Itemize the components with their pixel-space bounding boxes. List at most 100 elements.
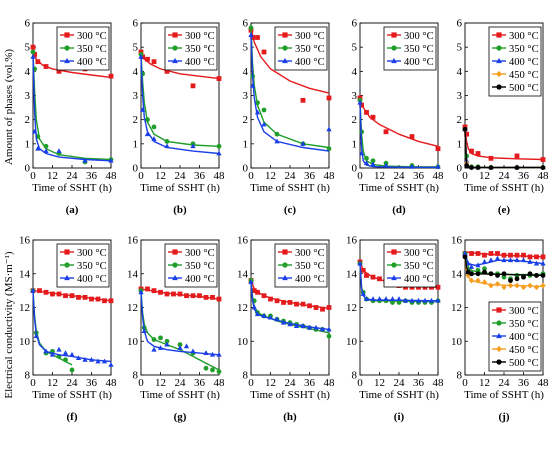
data-point (488, 271, 494, 277)
data-point (210, 294, 215, 300)
data-point (203, 365, 209, 371)
data-point (248, 25, 254, 31)
y-tick-label: 14 (19, 268, 31, 280)
y-tick-label: 10 (19, 336, 31, 348)
fit-line (250, 32, 330, 152)
legend-marker (391, 249, 397, 255)
x-tick-label: 48 (433, 170, 445, 182)
y-tick-label: 16 (451, 235, 463, 247)
data-point (138, 49, 144, 55)
legend-marker (172, 249, 178, 255)
data-point (488, 165, 494, 170)
y-tick-label: 16 (19, 235, 31, 247)
series-500 (462, 254, 546, 283)
y-tick-label: 1 (243, 138, 249, 150)
data-point (326, 126, 332, 132)
data-point (75, 355, 82, 361)
data-point (428, 297, 435, 303)
y-tick-label: 3 (25, 90, 31, 102)
data-point (255, 289, 260, 295)
data-point (482, 266, 487, 272)
x-tick-label: 0 (357, 170, 363, 182)
legend-marker (64, 32, 70, 38)
legend-label: 350 °C (404, 261, 434, 272)
legend-label: 400 °C (185, 274, 215, 285)
data-point (190, 143, 196, 149)
legend: 300 °C 350 °C 400 °C (383, 243, 437, 288)
data-point (313, 324, 319, 330)
fit-line (140, 51, 220, 80)
x-axis-label: Time of SSHT (h) (250, 182, 330, 194)
y-tick-label: 12 (237, 302, 248, 314)
data-point (370, 274, 376, 280)
y-tick-label: 10 (346, 336, 358, 348)
data-point (145, 117, 150, 123)
data-point (514, 153, 520, 159)
data-point (210, 367, 215, 373)
data-point (364, 273, 369, 278)
data-point (108, 73, 114, 79)
legend-label: 350 °C (509, 319, 539, 330)
y-tick-label: 12 (451, 302, 462, 314)
data-point (177, 342, 183, 348)
data-point (475, 277, 481, 284)
data-point (435, 146, 441, 152)
data-point (383, 296, 389, 301)
data-point (164, 139, 170, 144)
data-point (164, 68, 170, 74)
data-point (184, 293, 189, 299)
fit-line (140, 290, 220, 371)
x-tick-label: 48 (324, 377, 336, 389)
x-tick-label: 24 (175, 377, 187, 389)
data-point (370, 158, 376, 164)
data-point (164, 341, 170, 347)
data-point (481, 279, 488, 286)
y-tick-label: 10 (451, 336, 463, 348)
data-point (488, 257, 494, 263)
data-point (307, 303, 312, 309)
x-tick-label: 48 (538, 377, 550, 389)
fit-line (464, 129, 543, 169)
data-point (69, 367, 75, 373)
data-point (300, 140, 306, 146)
data-point (435, 297, 441, 303)
data-point (89, 296, 94, 302)
data-point (520, 284, 527, 291)
data-point (390, 300, 395, 305)
data-point (56, 291, 62, 297)
data-point (326, 305, 332, 310)
y-tick-label: 1 (457, 138, 463, 150)
data-point (540, 254, 546, 260)
fit-line (464, 126, 544, 161)
data-point (313, 305, 319, 310)
legend-marker (496, 345, 502, 353)
y-tick-label: 8 (25, 370, 31, 382)
series-300 (30, 288, 114, 304)
data-point (164, 291, 170, 297)
fit-line (32, 56, 112, 162)
legend-label: 400 °C (77, 274, 107, 285)
y-tick-label: 4 (25, 66, 31, 78)
y-tick-label: 12 (127, 302, 138, 314)
data-point (140, 54, 146, 60)
x-tick-label: 36 (304, 170, 316, 182)
y-tick-label: 4 (457, 66, 463, 78)
data-point (251, 288, 257, 294)
panel-label: (d) (392, 204, 406, 216)
data-point (396, 300, 402, 305)
data-point (216, 351, 222, 357)
x-tick-label: 24 (394, 377, 406, 389)
data-point (151, 337, 157, 342)
data-point (287, 300, 293, 305)
data-point (63, 357, 68, 363)
y-tick-label: 3 (352, 90, 358, 102)
y-tick-label: 8 (457, 370, 463, 382)
x-tick-label: 24 (67, 170, 79, 182)
legend-marker (496, 359, 502, 365)
x-tick-label: 0 (138, 377, 144, 389)
panel-label: (e) (498, 204, 511, 216)
y-tick-label: 16 (127, 235, 139, 247)
series-400 (138, 289, 222, 357)
legend-label: 350 °C (295, 261, 325, 272)
panel-label: (i) (394, 411, 405, 423)
